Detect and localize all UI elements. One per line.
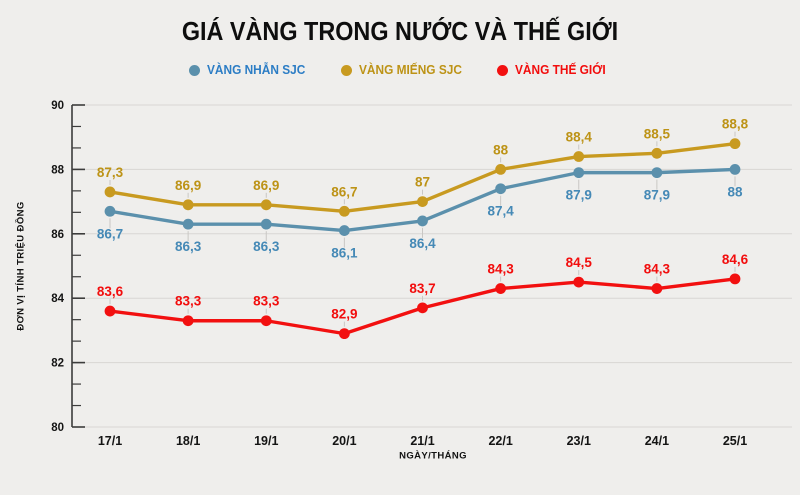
data-point	[573, 151, 585, 162]
data-point-label: 88	[493, 142, 509, 157]
x-axis-tick-label: 21/1	[410, 434, 434, 448]
data-point-label: 82,9	[331, 307, 357, 322]
legend-marker-icon	[497, 64, 509, 76]
x-axis-tick-label: 20/1	[332, 434, 356, 448]
data-point	[651, 147, 663, 159]
data-point	[260, 315, 272, 327]
legend-item-vang-mieng-sjc: VÀNG MIẾNG SJC	[340, 63, 467, 77]
data-point	[573, 167, 585, 179]
data-point-label: 88	[727, 184, 743, 199]
data-point-label: 87,9	[566, 188, 592, 203]
x-axis-tick-label: 19/1	[254, 434, 278, 448]
data-point	[417, 196, 428, 208]
data-point-label: 83,7	[409, 281, 435, 296]
data-point	[338, 328, 350, 340]
legend-item-label: VÀNG NHẪN SJC	[207, 63, 306, 77]
data-point	[729, 164, 741, 175]
data-point-label: 87,9	[644, 188, 670, 203]
data-point-label: 87,3	[97, 165, 124, 180]
data-point-label: 83,3	[175, 294, 202, 309]
y-axis-tick-label: 86	[51, 229, 64, 241]
legend-item-vang-the-gioi: VÀNG THẾ GIỚI	[497, 63, 610, 77]
data-point	[182, 315, 194, 327]
data-point	[729, 273, 741, 285]
data-point	[260, 218, 272, 230]
data-point-label: 83,6	[97, 284, 124, 299]
data-point	[651, 283, 663, 294]
x-axis-tick-label: 17/1	[98, 434, 122, 448]
chart-legend: VÀNG NHẪN SJC VÀNG MIẾNG SJC VÀNG THẾ GI…	[0, 63, 800, 77]
data-point-label: 84,6	[722, 252, 749, 267]
y-axis-tick-label: 82	[51, 358, 64, 370]
legend-item-vang-nhan-sjc: VÀNG NHẪN SJC	[189, 63, 311, 77]
data-point	[338, 205, 350, 217]
data-point	[104, 186, 116, 198]
data-point-label: 87	[415, 175, 430, 190]
data-point-label: 87,4	[487, 204, 514, 219]
data-point-label: 86,3	[253, 239, 280, 254]
data-point	[651, 167, 663, 179]
data-point	[495, 283, 507, 294]
data-point-label: 86,7	[331, 184, 357, 199]
y-axis-tick-label: 80	[51, 422, 64, 434]
x-axis-tick-label: 24/1	[645, 434, 669, 448]
legend-marker-icon	[340, 64, 352, 76]
legend-marker-icon	[189, 64, 201, 76]
legend-item-label: VÀNG MIẾNG SJC	[358, 63, 462, 77]
data-point-label: 88,8	[722, 117, 749, 132]
data-point-label: 86,4	[409, 236, 436, 251]
data-point	[417, 302, 428, 314]
data-point	[573, 276, 585, 288]
data-point-label: 83,3	[253, 294, 280, 309]
data-point-label: 88,5	[644, 126, 671, 141]
y-axis-tick-label: 84	[51, 293, 64, 305]
data-point	[104, 305, 116, 317]
data-point	[417, 215, 428, 227]
legend-item-label: VÀNG THẾ GIỚI	[515, 63, 606, 77]
x-axis-tick-label: 23/1	[567, 434, 591, 448]
data-point-label: 84,3	[487, 262, 514, 277]
data-point	[495, 183, 507, 195]
data-point-label: 84,5	[566, 255, 593, 270]
data-point	[182, 218, 194, 230]
y-axis-tick-label: 90	[51, 100, 64, 112]
x-axis-title: NGÀY/THÁNG	[399, 450, 467, 462]
data-point-label: 84,3	[644, 262, 671, 277]
chart-title: GIÁ VÀNG TRONG NƯỚC VÀ THẾ GIỚI	[181, 16, 619, 46]
data-point	[495, 164, 507, 175]
x-axis-tick-label: 25/1	[723, 434, 747, 448]
x-axis-tick-label: 22/1	[488, 434, 512, 448]
data-point-label: 86,9	[175, 178, 201, 193]
data-point	[104, 205, 116, 217]
y-axis-tick-label: 88	[51, 164, 64, 176]
x-axis-tick-label: 18/1	[176, 434, 200, 448]
data-point-label: 86,3	[175, 239, 202, 254]
data-point-label: 88,4	[566, 130, 593, 145]
data-point	[729, 138, 741, 150]
data-point	[182, 199, 194, 211]
data-point-label: 86,7	[97, 226, 123, 241]
data-point	[338, 225, 350, 236]
data-point	[260, 199, 272, 211]
data-point-label: 86,1	[331, 246, 358, 261]
data-point-label: 86,9	[253, 178, 279, 193]
